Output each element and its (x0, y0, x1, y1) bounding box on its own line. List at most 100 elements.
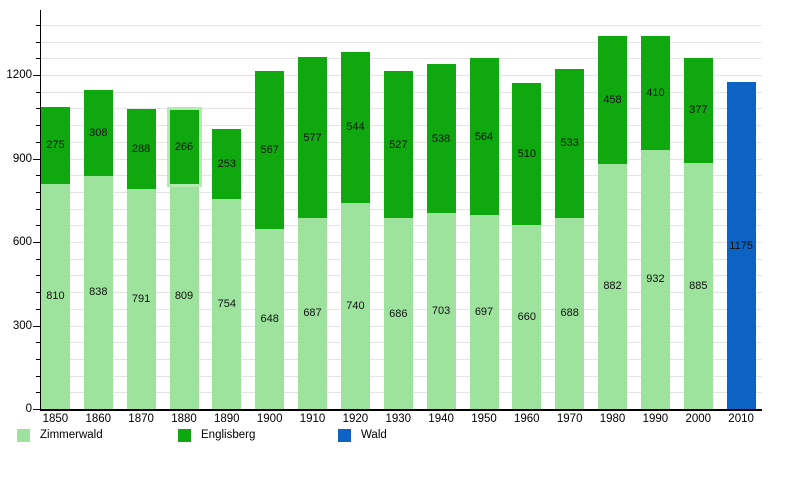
y-axis-tick-label: 0 (25, 403, 32, 415)
bar-value-label: 544 (346, 121, 365, 134)
bar-value-label: 577 (303, 131, 322, 144)
y-axis-major-tick (33, 409, 40, 410)
x-axis-tick-label: 1850 (42, 413, 69, 425)
gridline (40, 24, 762, 26)
legend-item-englisberg: Englisberg (178, 428, 255, 442)
bar-segment-zimmerwald-1880 (169, 183, 199, 409)
bar-segment-englisberg-1990 (640, 35, 670, 150)
x-axis-tick-label: 1990 (642, 413, 669, 425)
bar-segment-englisberg-1910 (298, 57, 327, 218)
bar-segment-zimmerwald-1910 (298, 217, 327, 409)
y-axis-minor-tick (36, 91, 40, 93)
y-axis-minor-tick (36, 41, 40, 43)
x-axis-tick-label: 1960 (514, 413, 540, 425)
bar-segment-englisberg-1880 (169, 109, 199, 184)
y-axis-major-tick (33, 325, 40, 327)
bar-value-label: 882 (603, 280, 622, 293)
y-axis-minor-tick (36, 24, 40, 26)
y-axis-major-tick (33, 158, 40, 160)
bar-value-label: 697 (474, 306, 494, 318)
y-axis-minor-tick (36, 308, 40, 310)
x-axis-tick-label: 1880 (171, 413, 197, 425)
bar-value-label: 686 (389, 307, 408, 320)
legend-item-wald: Wald (338, 428, 387, 442)
bar-value-label: 688 (560, 307, 579, 320)
bar-segment-zimmerwald-1930 (383, 218, 413, 409)
y-axis-minor-tick (36, 225, 40, 227)
y-axis-line (40, 10, 41, 411)
y-axis-tick-label: 900 (12, 152, 32, 165)
bar-value-label: 564 (474, 130, 494, 143)
legend-swatch-englisberg (178, 428, 191, 442)
legend: Zimmerwald Englisberg Wald (0, 428, 795, 448)
bar-value-label: 703 (431, 305, 451, 318)
bar-segment-englisberg-1860 (83, 90, 113, 176)
bar-segment-englisberg-1870 (126, 108, 156, 189)
x-axis-tick-label: 1930 (385, 413, 412, 425)
y-axis-tick-label: 1200 (6, 69, 32, 81)
y-axis-tick-label: 600 (12, 236, 32, 248)
bar-value-label: 810 (46, 290, 65, 303)
legend-swatch-zimmerwald (17, 428, 30, 442)
bar-segment-englisberg-1920 (340, 51, 370, 203)
x-axis-tick-label: 1970 (556, 413, 583, 425)
y-axis-minor-tick (36, 392, 40, 394)
bar-segment-zimmerwald-1960 (512, 225, 542, 409)
bar-value-label: 1175 (729, 239, 753, 252)
bar-segment-zimmerwald-1950 (469, 215, 499, 409)
x-axis-tick-label: 1910 (299, 413, 326, 425)
legend-label-englisberg: Englisberg (201, 429, 256, 441)
bar-value-label: 533 (560, 137, 579, 150)
bar-segment-zimmerwald-2000 (683, 162, 713, 409)
x-axis-tick-label: 1870 (128, 413, 154, 425)
x-axis-tick-label: 1950 (471, 413, 497, 425)
bar-value-label: 791 (131, 292, 151, 305)
y-axis-major-tick (33, 242, 40, 243)
bar-value-label: 932 (646, 273, 665, 286)
x-axis-tick-label: 1920 (342, 413, 369, 425)
y-axis-minor-tick (36, 292, 40, 294)
y-axis-minor-tick (36, 358, 40, 360)
x-axis-tick-label: 2010 (728, 413, 754, 425)
y-axis-minor-tick (36, 342, 40, 344)
bar-value-label: 740 (346, 300, 365, 312)
bar-segment-zimmerwald-1850 (40, 183, 70, 409)
y-axis-minor-tick (36, 275, 40, 277)
y-axis-minor-tick (36, 258, 40, 260)
bar-value-label: 754 (217, 298, 236, 311)
bar-segment-englisberg-1930 (383, 71, 413, 219)
bar-value-label: 687 (303, 307, 322, 320)
y-axis-minor-tick (36, 375, 40, 377)
bar-value-label: 410 (646, 86, 665, 99)
bar-value-label: 377 (689, 104, 708, 117)
bar-value-label: 660 (517, 311, 536, 324)
bar-value-label: 288 (131, 142, 151, 155)
y-axis-minor-tick (36, 175, 40, 177)
x-axis-tick-label: 1900 (256, 413, 283, 425)
bar-segment-englisberg-1950 (469, 58, 499, 215)
bar-value-label: 838 (89, 286, 108, 299)
bar-segment-zimmerwald-1920 (340, 203, 370, 409)
bar-value-label: 567 (260, 143, 279, 156)
bar-segment-englisberg-1890 (212, 128, 242, 200)
gridline (40, 58, 762, 60)
bar-value-label: 308 (89, 126, 108, 139)
x-axis-tick-label: 1890 (214, 413, 240, 425)
bar-segment-englisberg-1980 (598, 36, 627, 164)
y-axis-minor-tick (36, 191, 40, 193)
y-axis-minor-tick (36, 108, 40, 110)
bar-segment-zimmerwald-1970 (555, 217, 585, 409)
bar-segment-zimmerwald-1870 (126, 188, 156, 409)
bar-value-label: 275 (46, 139, 65, 152)
bar-segment-zimmerwald-1980 (598, 163, 627, 409)
x-axis-tick-label: 1860 (85, 413, 112, 425)
bar-segment-englisberg-1970 (555, 69, 585, 218)
legend-label-zimmerwald: Zimmerwald (40, 429, 103, 441)
legend-item-zimmerwald: Zimmerwald (17, 428, 103, 442)
x-axis-tick-label: 1940 (428, 413, 454, 425)
legend-swatch-wald (338, 428, 351, 442)
bar-value-label: 809 (174, 290, 194, 303)
bar-segment-zimmerwald-1990 (640, 149, 670, 409)
y-axis-tick-label: 300 (12, 319, 32, 332)
